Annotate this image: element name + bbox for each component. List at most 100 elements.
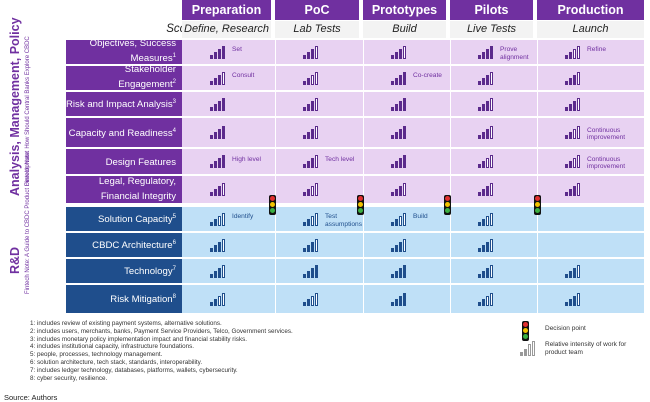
cell-note: Co-create [413,72,442,79]
intensity-indicator [210,212,225,226]
intensity-bar [577,97,580,111]
intensity-indicator [565,292,580,306]
intensity-bar [569,298,572,306]
intensity-indicator [391,183,406,196]
intensity-bar [311,267,314,278]
intensity-bar [210,247,213,252]
intensity-bar [303,301,306,306]
intensity-bar [565,192,568,196]
intensity-bar [214,244,217,252]
intensity-bar [573,100,576,111]
intensity-bar [222,126,225,139]
intensity-bar [482,161,485,168]
intensity-bar [569,103,572,111]
intensity-bar [403,45,406,59]
intensity-bar [565,135,568,139]
intensity-indicator [210,45,225,59]
intensity-bar [222,155,225,168]
intensity-bar [490,264,493,278]
intensity-indicator [210,238,225,252]
intensity-bar [391,192,394,196]
intensity-bar [565,273,568,278]
intensity-bar [214,132,217,139]
side-title-analysis: Analysis, Management, Policy [8,17,22,196]
scope-0: Define, Research [182,21,271,38]
intensity-bar [222,292,225,306]
footnote-marker: 1 [172,53,176,60]
intensity-bar [395,51,398,59]
row-label: Stakeholder Engagement2 [66,64,182,91]
intensity-bar [218,48,221,59]
intensity-bar [573,267,576,278]
intensity-bar [303,135,306,139]
intensity-bar [210,301,213,306]
intensity-indicator [478,183,493,196]
intensity-bar [486,241,489,252]
legend-intensity-label: Relative intensity of work for product t… [545,341,627,356]
intensity-indicator [565,71,580,85]
intensity-indicator [210,155,225,168]
cell-note: Build [413,213,428,220]
intensity-bar [399,158,402,168]
intensity-bar [307,189,310,196]
intensity-bar [490,155,493,168]
intensity-bar [210,164,213,168]
side-title-rnd: R&D [8,246,22,274]
intensity-bar [218,215,221,226]
intensity-bar [311,158,314,168]
cell-note: Set [232,46,242,53]
intensity-indicator [478,97,493,111]
column-divider [363,40,364,313]
intensity-bar [210,192,213,196]
intensity-bar [303,106,306,111]
row-label: Design Features [66,149,182,174]
intensity-bar [486,158,489,168]
intensity-bar [214,51,217,59]
intensity-bar [307,218,310,226]
intensity-bar [569,161,572,168]
intensity-bar [214,270,217,278]
intensity-bar [569,51,572,59]
decision-point-icon [269,195,276,215]
intensity-bar [391,273,394,278]
intensity-bar [565,301,568,306]
intensity-bar [311,129,314,139]
intensity-indicator [478,292,493,306]
intensity-bar [403,264,406,278]
intensity-bar [486,100,489,111]
intensity-bar [218,129,221,139]
intensity-bar [391,247,394,252]
intensity-indicator [303,238,318,252]
intensity-indicator [391,238,406,252]
intensity-bar [482,77,485,85]
scope-2: Build [363,21,446,38]
column-header-production: Production [537,0,644,20]
intensity-bar [478,273,481,278]
intensity-indicator [391,292,406,306]
column-header-poc: PoC [275,0,359,20]
intensity-bar [569,132,572,139]
intensity-bar [482,270,485,278]
intensity-bar [569,189,572,196]
row-label: Legal, Regulatory, Financial Integrity [66,176,182,203]
intensity-indicator [303,45,318,59]
intensity-bar [565,106,568,111]
footnote: 8: cyber security, resilience. [30,374,108,382]
column-header-prototypes: Prototypes [363,0,446,20]
intensity-bar [311,215,314,226]
intensity-bar [391,164,394,168]
intensity-bar [478,221,481,226]
column-divider [537,40,538,313]
cell-note: Tech level [325,155,355,163]
intensity-bar [307,298,310,306]
intensity-indicator [391,45,406,59]
intensity-bar [478,164,481,168]
intensity-bar [490,45,493,59]
row-label-text: Risk and Impact Analysis [66,99,173,111]
intensity-bar [399,267,402,278]
intensity-bar [395,298,398,306]
intensity-bar [210,135,213,139]
intensity-bar [315,212,318,226]
intensity-indicator [565,183,580,196]
intensity-bar [403,238,406,252]
